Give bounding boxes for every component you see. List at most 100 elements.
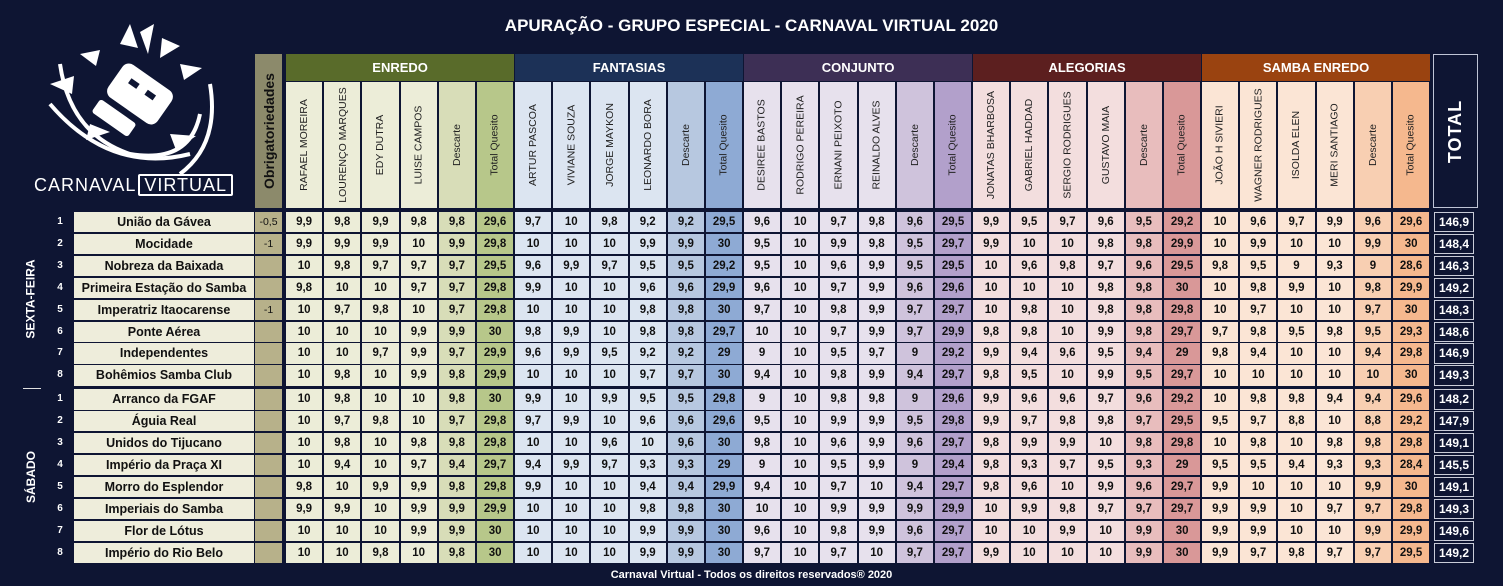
total-score: 146,9 xyxy=(1434,343,1474,364)
score-cell: 10 xyxy=(782,365,819,386)
column-header-label: JOÃO H SIVIERI xyxy=(1214,105,1227,185)
descarte-cell: 9,9 xyxy=(1125,542,1162,563)
score-cell: 9,4 xyxy=(629,476,666,498)
score-cell: 10 xyxy=(782,212,819,233)
descarte-cell: 9,3 xyxy=(1354,454,1391,476)
row-position: 4 xyxy=(57,458,63,470)
row-position: 2 xyxy=(57,237,63,249)
score-cell: 10 xyxy=(400,411,437,432)
column-header-label: Descarte xyxy=(450,123,463,167)
score-cell: 9,7 xyxy=(324,299,361,320)
score-cell: 9,8 xyxy=(324,212,361,233)
score-cell: 9,9 xyxy=(1049,520,1086,541)
total-quesito-cell: 29,6 xyxy=(935,389,972,410)
descarte-cell: 9,5 xyxy=(896,411,933,432)
total-quesito-cell: 29,9 xyxy=(935,498,972,520)
descarte-cell: 9,8 xyxy=(1354,433,1391,454)
score-cell: 10 xyxy=(1087,433,1124,454)
score-cell: 10 xyxy=(782,299,819,320)
score-cell: 9,9 xyxy=(324,233,361,255)
score-cell: 9,9 xyxy=(1316,212,1353,233)
descarte-cell: 9,7 xyxy=(438,299,475,320)
judge-column-header: JOÃO H SIVIERI xyxy=(1202,82,1239,208)
total-score: 149,6 xyxy=(1434,520,1474,541)
score-cell: 9,5 xyxy=(1087,454,1124,476)
score-cell: 9,8 xyxy=(1240,277,1277,299)
total-quesito-cell: 29,8 xyxy=(1393,343,1430,364)
score-cell: 10 xyxy=(1202,212,1239,233)
score-cell: 9,9 xyxy=(515,476,552,498)
score-cell: 9,9 xyxy=(973,411,1010,432)
score-cell: 9,8 xyxy=(1087,277,1124,299)
row-position: 6 xyxy=(57,502,63,514)
column-header-label: JORGE MAYKON xyxy=(603,103,616,187)
row-position: 8 xyxy=(57,369,63,381)
descarte-cell: 9,9 xyxy=(667,542,704,563)
score-cell: 10 xyxy=(362,365,399,386)
score-cell: 10 xyxy=(1049,299,1086,320)
score-cell: 8,8 xyxy=(1278,411,1315,432)
total-quesito-cell: 29,6 xyxy=(1393,212,1430,233)
score-cell: 10 xyxy=(553,212,590,233)
total-quesito-cell: 29,9 xyxy=(935,321,972,342)
penalty-cell xyxy=(255,542,282,563)
score-cell: 10 xyxy=(973,299,1010,320)
total-quesito-cell: 29,7 xyxy=(935,476,972,498)
score-cell: 9,5 xyxy=(744,255,781,277)
score-cell: 10 xyxy=(1316,277,1353,299)
score-cell: 9,9 xyxy=(400,321,437,342)
score-cell: 10 xyxy=(553,542,590,563)
descarte-cell: 9,7 xyxy=(896,542,933,563)
column-header-label: LOURENÇO MARQUES xyxy=(336,87,349,203)
penalty-cell xyxy=(255,255,282,277)
descarte-cell: 9,5 xyxy=(667,389,704,410)
score-cell: 9,6 xyxy=(820,255,857,277)
total-quesito-cell: 29,9 xyxy=(706,476,743,498)
score-cell: 9,5 xyxy=(629,389,666,410)
descarte-cell: 9,8 xyxy=(438,433,475,454)
descarte-cell: 9,8 xyxy=(438,389,475,410)
score-cell: 9,8 xyxy=(1049,411,1086,432)
score-cell: 10 xyxy=(553,433,590,454)
total-score: 149,3 xyxy=(1434,365,1474,386)
score-cell: 9,5 xyxy=(1087,343,1124,364)
score-cell: 10 xyxy=(362,277,399,299)
school-name: Nobreza da Baixada xyxy=(74,255,254,277)
school-name: Imperatriz Itaocarense xyxy=(74,299,254,320)
penalty-cell xyxy=(255,365,282,386)
school-name: Império da Praça XI xyxy=(74,454,254,476)
descarte-cell: 9,9 xyxy=(1354,476,1391,498)
score-cell: 10 xyxy=(782,542,819,563)
score-cell: 9,8 xyxy=(858,212,895,233)
score-cell: 9,9 xyxy=(820,233,857,255)
score-cell: 9,9 xyxy=(286,498,323,520)
total-quesito-cell: 29,8 xyxy=(1393,498,1430,520)
score-cell: 9,9 xyxy=(362,476,399,498)
score-cell: 10 xyxy=(591,498,628,520)
score-cell: 9,9 xyxy=(858,365,895,386)
score-cell: 10 xyxy=(591,542,628,563)
score-cell: 10 xyxy=(1011,542,1048,563)
score-cell: 9,8 xyxy=(400,212,437,233)
total-quesito-cell: 29,8 xyxy=(477,433,514,454)
group-header-enredo: ENREDO xyxy=(286,54,515,81)
descarte-cell: 9,9 xyxy=(896,498,933,520)
score-cell: 9,4 xyxy=(1240,343,1277,364)
score-cell: 10 xyxy=(286,520,323,541)
score-cell: 9,8 xyxy=(1011,321,1048,342)
day-divider xyxy=(23,388,41,389)
score-cell: 9,7 xyxy=(820,321,857,342)
score-cell: 9,8 xyxy=(1240,433,1277,454)
descarte-cell: 9,8 xyxy=(1125,321,1162,342)
score-cell: 9,9 xyxy=(553,321,590,342)
score-cell: 10 xyxy=(591,476,628,498)
score-cell: 9,8 xyxy=(820,365,857,386)
judge-column-header: REINALDO ALVES xyxy=(858,82,895,208)
score-cell: 9,7 xyxy=(1049,212,1086,233)
total-quesito-cell: 29,5 xyxy=(1164,411,1201,432)
score-cell: 9,7 xyxy=(744,299,781,320)
descarte-cell: 9,9 xyxy=(667,520,704,541)
total-header: TOTAL xyxy=(1433,54,1478,208)
score-cell: 10 xyxy=(515,299,552,320)
score-cell: 9,4 xyxy=(744,476,781,498)
